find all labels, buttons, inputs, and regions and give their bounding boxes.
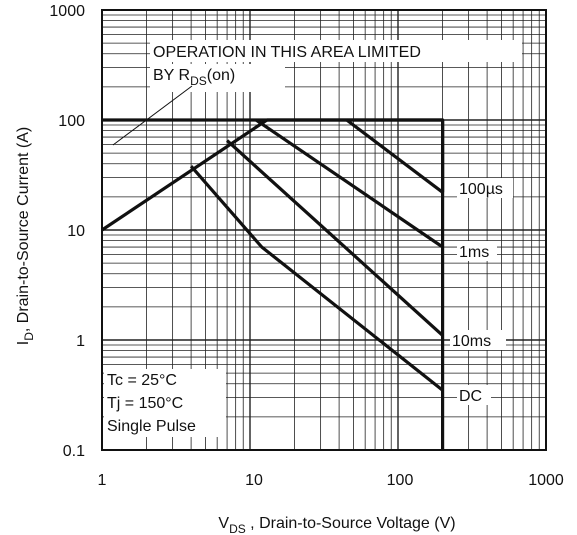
curve-label-backdrop xyxy=(457,241,497,261)
curve-label-1ms: 1ms xyxy=(459,244,489,261)
condition-tc: Tc = 25°C xyxy=(107,372,177,389)
curve-label-100us: 100µs xyxy=(459,181,503,198)
annotation-line-1: OPERATION IN THIS AREA LIMITED xyxy=(153,44,421,61)
soa-curve-0 xyxy=(101,118,268,232)
y-tick-label: 1 xyxy=(76,333,85,350)
curve-label-backdrop xyxy=(450,330,506,350)
x-axis-title: VDS , Drain-to-Source Voltage (V) xyxy=(218,515,455,535)
conditions-backdrop xyxy=(104,369,226,437)
y-tick-label: 1000 xyxy=(49,3,85,20)
condition-pulse: Single Pulse xyxy=(107,418,196,435)
tick-labels: 1000 100 10 1 0.1 1 10 100 1000 xyxy=(49,3,563,489)
annotation-backdrop xyxy=(150,64,285,92)
data-layer xyxy=(101,118,445,450)
curve-label-dc: DC xyxy=(459,388,482,405)
annotation-line-2: BY RDS(on) xyxy=(153,67,235,88)
y-axis-title: ID, Drain-to-Source Current (A) xyxy=(15,127,36,346)
soa-curve-6 xyxy=(226,139,444,337)
annotation-backdrop xyxy=(150,40,522,62)
y-tick-label: 100 xyxy=(58,113,85,130)
soa-curve-4 xyxy=(345,118,444,194)
x-tick-label: 100 xyxy=(387,472,414,489)
annotation-pointer xyxy=(112,85,193,146)
x-tick-label: 1 xyxy=(98,472,107,489)
y-tick-label: 0.1 xyxy=(63,443,85,460)
curve-label-backdrop xyxy=(457,385,491,405)
x-tick-label: 10 xyxy=(245,472,263,489)
curve-label-10ms: 10ms xyxy=(452,333,491,350)
curve-label-backdrop xyxy=(457,178,513,198)
soa-curve-7 xyxy=(189,165,444,392)
soa-curve-3 xyxy=(266,118,445,193)
soa-curve-5 xyxy=(255,118,444,249)
condition-tj: Tj = 150°C xyxy=(107,395,183,412)
y-tick-label: 10 xyxy=(67,223,85,240)
x-tick-label: 1000 xyxy=(528,472,564,489)
